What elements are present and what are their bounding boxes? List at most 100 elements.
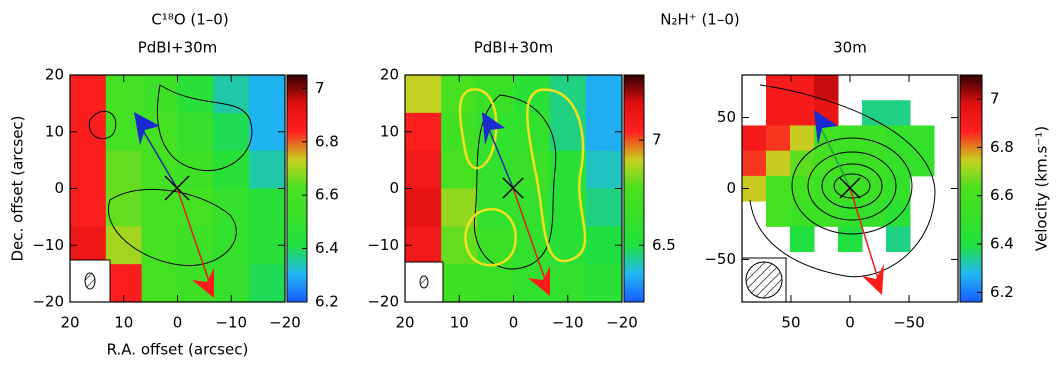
x-axis-label: R.A. offset (arcsec) — [107, 341, 249, 359]
cell — [766, 125, 791, 152]
arrow-red — [849, 187, 881, 286]
arrowhead-blue — [134, 112, 160, 145]
chart-title: N₂H⁺ (1–0) — [660, 11, 740, 29]
cell — [742, 125, 767, 152]
colorbar-tick-label: 6.8 — [315, 132, 339, 150]
cell — [886, 175, 911, 202]
cell — [766, 150, 791, 177]
cell — [477, 188, 514, 227]
contour — [156, 84, 253, 172]
y-tick-label: −20 — [32, 293, 64, 311]
colorbar-tick-label: 6.8 — [990, 138, 1014, 156]
y-tick-label: −50 — [704, 250, 736, 268]
colorbar-tick-label: 6.5 — [652, 236, 676, 254]
x-tick-label: 20 — [60, 314, 79, 332]
arrowhead-red — [192, 268, 214, 298]
cell — [862, 150, 887, 177]
cell — [105, 188, 143, 227]
cell — [441, 188, 478, 227]
beam — [419, 275, 429, 289]
chart-subtitle: PdBI+30m — [474, 39, 554, 57]
cell — [886, 100, 911, 126]
colorbar-tick-label: 6.6 — [990, 186, 1014, 204]
x-tick-label: 10 — [114, 314, 133, 332]
cell — [105, 226, 143, 265]
x-tick-label: −50 — [893, 314, 925, 332]
arrowhead-blue — [482, 112, 505, 145]
y-tick-label: −20 — [367, 293, 399, 311]
cell — [405, 188, 442, 227]
y-tick-label: 20 — [45, 66, 64, 84]
chart-subtitle: 30m — [833, 39, 867, 57]
chart-subtitle: PdBI+30m — [138, 39, 218, 57]
colorbar — [623, 74, 645, 303]
cell — [838, 201, 863, 227]
cell — [249, 264, 286, 303]
chart-title: C¹⁸O (1–0) — [151, 11, 228, 29]
x-tick-label: 20 — [395, 314, 414, 332]
cell — [790, 75, 815, 101]
colorbar-tick-label: 6.4 — [990, 235, 1014, 253]
x-tick-label: −20 — [269, 314, 301, 332]
contour — [108, 188, 237, 267]
arrow-blue — [137, 121, 178, 189]
arrowhead-blue — [814, 110, 838, 145]
cell — [790, 125, 815, 152]
beam — [745, 261, 783, 299]
y-tick-label: 0 — [54, 179, 64, 197]
cell — [862, 100, 887, 126]
colorbar-tick-label: 6.4 — [315, 239, 339, 257]
cell — [585, 264, 623, 303]
y-tick-label: −10 — [32, 236, 64, 254]
colorbar-tick-label: 6.2 — [990, 283, 1014, 301]
arrow-blue — [485, 121, 514, 189]
x-tick-label: 10 — [450, 314, 469, 332]
cell — [213, 226, 250, 265]
cell — [766, 201, 791, 227]
colorbar-label: Velocity (km.s⁻¹) — [1033, 126, 1051, 251]
y-tick-label: 0 — [389, 179, 399, 197]
cell — [141, 226, 178, 265]
cell — [862, 175, 887, 202]
colorbar — [959, 74, 983, 303]
contour — [833, 173, 871, 199]
axes: 7 6.8 6.6 6.4 6.2 20 10 0 −10 −20 20 10 0 −10 −20 C¹⁸O … — [9, 11, 1051, 359]
cell — [141, 188, 178, 227]
colorbar — [286, 74, 308, 303]
y-tick-label: 0 — [726, 179, 736, 197]
y-tick-label: 50 — [717, 108, 736, 126]
contour — [749, 84, 936, 278]
y-tick-label: −10 — [367, 236, 399, 254]
cell — [886, 226, 911, 253]
cell — [105, 150, 143, 189]
cell — [814, 75, 839, 101]
y-axis-label: Dec. offset (arcsec) — [9, 115, 27, 261]
y-tick-label: 20 — [380, 66, 399, 84]
x-tick-label: −20 — [606, 314, 638, 332]
x-tick-label: 0 — [845, 314, 855, 332]
colorbar-tick-label: 7 — [652, 131, 662, 149]
cell — [213, 112, 250, 152]
cell — [477, 264, 514, 303]
cell — [585, 188, 623, 227]
cell — [141, 75, 178, 114]
x-tick-label: −10 — [215, 314, 247, 332]
cross — [839, 177, 861, 199]
x-tick-label: 0 — [509, 314, 519, 332]
cell — [141, 264, 178, 303]
cell — [441, 150, 478, 189]
colorbar-tick-label: 7 — [990, 90, 1000, 108]
cell — [790, 201, 815, 227]
cell — [790, 150, 815, 177]
contour — [88, 110, 117, 140]
beam — [84, 272, 96, 290]
cell — [886, 150, 911, 177]
cell — [177, 75, 214, 114]
x-tick-label: 50 — [781, 314, 800, 332]
cell — [177, 226, 214, 265]
cell — [213, 150, 250, 189]
contour-yellow — [464, 207, 517, 267]
cross — [164, 175, 190, 201]
x-tick-label: −10 — [552, 314, 584, 332]
